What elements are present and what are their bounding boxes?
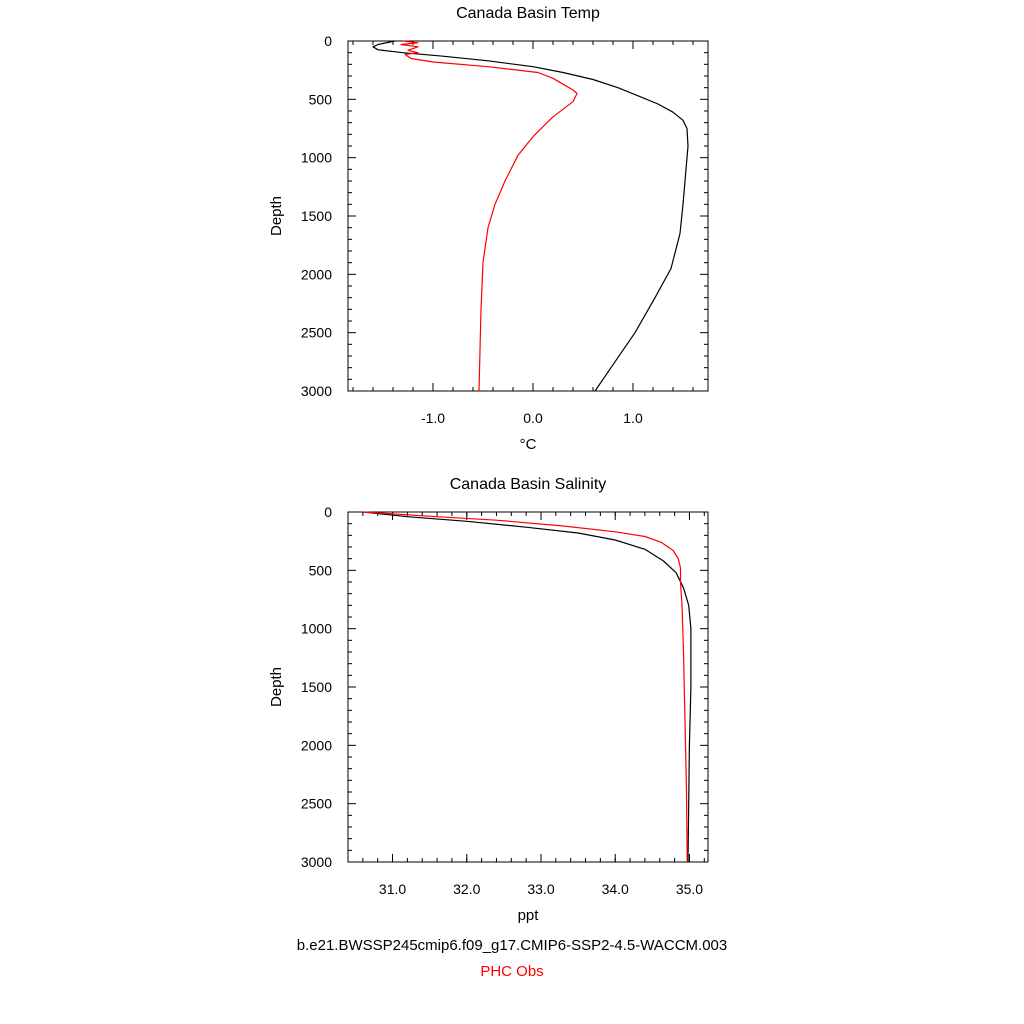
y-tick-label: 3000 <box>301 383 332 399</box>
model-series-line <box>362 511 692 863</box>
x-tick-label: 35.0 <box>676 881 703 897</box>
y-tick-label: 500 <box>309 562 333 578</box>
y-tick-label: 500 <box>309 91 333 107</box>
x-tick-label: 31.0 <box>379 881 406 897</box>
y-tick-label: 2000 <box>301 266 332 282</box>
chart-title: Canada Basin Salinity <box>450 476 607 493</box>
model-caption: b.e21.BWSSP245cmip6.f09_g17.CMIP6-SSP2-4… <box>296 937 728 954</box>
y-tick-label: 2000 <box>301 737 332 753</box>
y-tick-label: 2500 <box>301 325 332 341</box>
y-tick-label: 2500 <box>301 796 332 812</box>
x-tick-label: 32.0 <box>453 881 480 897</box>
obs-series-line <box>362 511 688 863</box>
plot-frame <box>347 511 709 863</box>
obs-caption: PHC Obs <box>480 963 544 980</box>
y-axis-label: Depth <box>268 667 285 707</box>
y-axis-label: Depth <box>268 196 285 236</box>
y-tick-label: 1500 <box>301 679 332 695</box>
temperature-chart: Canada Basin Temp 0 500 1000 1500 2000 2500 300… <box>268 5 709 453</box>
x-tick-label: -1.0 <box>421 410 445 426</box>
salinity-chart: Canada Basin Salinity 0 500 1000 1500 2000 250… <box>268 476 709 924</box>
plot-frame <box>347 40 709 392</box>
x-tick-label: 33.0 <box>527 881 554 897</box>
x-axis-label: °C <box>520 436 537 453</box>
x-axis-label: ppt <box>518 907 540 924</box>
y-tick-label: 1000 <box>301 150 332 166</box>
model-series-line <box>372 40 689 392</box>
x-tick-label: 34.0 <box>602 881 629 897</box>
x-tick-label: 1.0 <box>623 410 643 426</box>
obs-series-line <box>400 40 578 392</box>
y-tick-label: 1000 <box>301 621 332 637</box>
x-tick-label: 0.0 <box>523 410 543 426</box>
chart-title: Canada Basin Temp <box>456 5 600 22</box>
y-tick-label: 0 <box>324 504 332 520</box>
y-tick-label: 1500 <box>301 208 332 224</box>
y-tick-label: 3000 <box>301 854 332 870</box>
y-tick-label: 0 <box>324 33 332 49</box>
